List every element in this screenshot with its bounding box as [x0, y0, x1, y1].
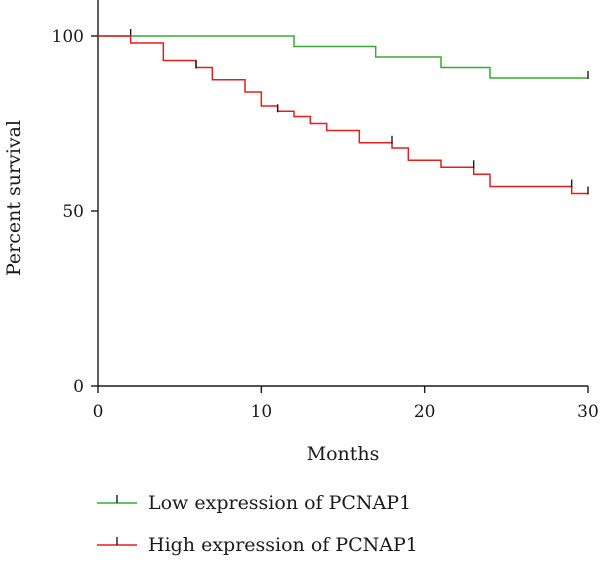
survival-curve	[98, 35, 588, 195]
y-tick-label: 50	[62, 202, 84, 222]
x-tick-label: 10	[251, 402, 273, 422]
y-tick-label: 100	[52, 27, 84, 47]
series-high	[98, 35, 589, 195]
y-tick-label: 0	[73, 377, 84, 397]
series-low	[98, 29, 589, 79]
survival-curve	[98, 35, 588, 79]
legend-label: Low expression of PCNAP1	[148, 492, 411, 514]
legend-item: High expression of PCNAP1	[97, 534, 418, 556]
y-axis-title: Percent survival	[3, 120, 25, 276]
legend-label: High expression of PCNAP1	[148, 534, 418, 556]
series-layer	[98, 29, 589, 195]
legend: Low expression of PCNAP1 High expression …	[97, 492, 418, 556]
x-axis-title: Months	[307, 443, 380, 465]
x-tick-label: 30	[577, 402, 599, 422]
x-tick-label: 0	[93, 402, 104, 422]
x-tick-label: 20	[414, 402, 436, 422]
legend-item: Low expression of PCNAP1	[97, 492, 411, 514]
axes: 0 50 100 0 10 20 30	[52, 0, 599, 422]
